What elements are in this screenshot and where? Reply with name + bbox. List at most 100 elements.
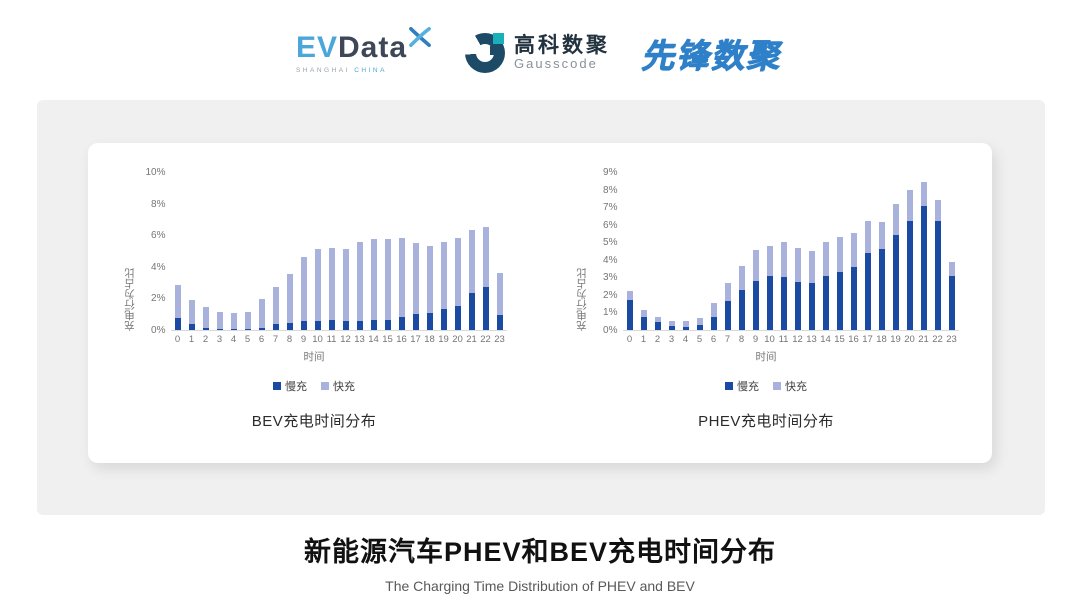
stacked-bar [920, 181, 927, 330]
x-tick-label: 23 [946, 334, 957, 345]
page-subtitle: The Charging Time Distribution of PHEV a… [385, 578, 695, 594]
bar-slot [409, 243, 423, 330]
fast-segment [412, 243, 419, 315]
fast-segment [468, 230, 475, 293]
x-tick-label: 14 [368, 334, 379, 345]
x-tick-label: 3 [668, 334, 675, 345]
slow-segment [878, 249, 885, 330]
phev-plot-area: 0 1 2 3 4 5 6 7 8 9 10 11 12 13 14 15 16 17 18 19 20 21 22 23 [622, 173, 959, 345]
stacked-bar [864, 221, 871, 330]
stacked-bar [482, 227, 489, 330]
fast-segment [426, 246, 433, 313]
slow-segment [934, 221, 941, 330]
x-tick-label: 6 [710, 334, 717, 345]
y-tick-label: 0% [603, 325, 618, 336]
bar-slot [623, 291, 637, 330]
slow-segment [724, 301, 731, 330]
phev-chart-title: PHEV充电时间分布 [698, 413, 834, 430]
stacked-bar [696, 317, 703, 330]
logo-row: EV Data SHANGHAI CHINA 高科数聚 Gausscode 先锋数… [0, 18, 1080, 88]
chart-bev: 充电行为占比 0% 2% 4% 6% 8% 10% 0 1 2 3 4 5 6 7 8 9 10 11 12 13 1… [113, 167, 515, 431]
fast-segment [272, 286, 279, 325]
stacked-bar [780, 242, 787, 330]
x-tick-label: 9 [300, 334, 307, 345]
bev-plot-area: 0 1 2 3 4 5 6 7 8 9 10 11 12 13 14 15 16 17 18 19 20 21 22 23 [170, 173, 507, 345]
bar-slot [255, 299, 269, 330]
fast-segment [384, 239, 391, 320]
chart-phev: 充电行为占比 0% 1% 2% 3% 4% 5% 6% 7% 8% 9% 0 1 2 3 4 5 6 7 8 9 10… [565, 167, 967, 431]
phev-legend-slow-label: 慢充 [737, 381, 759, 393]
charts-row: 充电行为占比 0% 2% 4% 6% 8% 10% 0 1 2 3 4 5 6 7 8 9 10 11 12 13 1… [88, 143, 992, 431]
slow-segment [286, 322, 293, 330]
slow-segment [384, 319, 391, 330]
slow-segment [272, 324, 279, 330]
x-tick-label: 22 [932, 334, 943, 345]
slow-segment [640, 316, 647, 330]
slow-segment [906, 221, 913, 330]
y-tick-label: 6% [603, 219, 618, 231]
x-tick-label: 11 [326, 334, 337, 345]
slow-segment [370, 319, 377, 330]
stacked-bar [836, 236, 843, 330]
bar-slot [311, 249, 325, 330]
fast-segment [202, 307, 209, 328]
slow-segment [654, 321, 661, 330]
gausscode-logo: 高科数聚 Gausscode [465, 33, 610, 73]
bar-slot [679, 321, 693, 330]
gausscode-text: 高科数聚 Gausscode [514, 35, 610, 71]
x-tick-label: 7 [724, 334, 731, 345]
bev-x-labels: 0 1 2 3 4 5 6 7 8 9 10 11 12 13 14 15 16 17 18 19 20 21 22 23 [171, 334, 507, 345]
stacked-bar [468, 230, 475, 330]
y-tick-label: 8% [151, 198, 166, 210]
y-tick-label: 3% [603, 272, 618, 284]
slow-swatch-icon [725, 382, 733, 390]
bar-slot [665, 321, 679, 330]
bar-slot [945, 262, 959, 330]
stacked-bar [188, 300, 195, 330]
bar-slot [479, 227, 493, 330]
x-tick-label: 5 [244, 334, 251, 345]
stacked-bar [738, 265, 745, 330]
phev-plot-wrap: 充电行为占比 0% 1% 2% 3% 4% 5% 6% 7% 8% 9% 0 1 2 3 4 5 6 7 8 9 10… [574, 167, 959, 345]
slow-segment [398, 316, 405, 330]
x-tick-label: 10 [312, 334, 323, 345]
bar-slot [833, 236, 847, 330]
bar-slot [875, 222, 889, 330]
fast-segment [794, 248, 801, 282]
bar-slot [241, 312, 255, 330]
evdata-china: CHINA [354, 66, 387, 74]
bev-legend-slow: 慢充 [273, 378, 307, 394]
fast-segment [258, 299, 265, 328]
fast-segment [906, 190, 913, 222]
y-tick-label: 7% [603, 202, 618, 214]
x-tick-label: 13 [806, 334, 817, 345]
fast-segment [654, 316, 661, 322]
x-tick-label: 20 [452, 334, 463, 345]
x-tick-label: 15 [834, 334, 845, 345]
fast-swatch-icon [321, 382, 329, 390]
x-tick-label: 16 [396, 334, 407, 345]
bev-legend-fast: 快充 [321, 378, 355, 394]
bev-legend: 慢充 快充 [273, 378, 355, 394]
phev-y-ticks: 0% 1% 2% 3% 4% 5% 6% 7% 8% 9% [591, 167, 623, 336]
fast-segment [850, 232, 857, 267]
slow-segment [850, 266, 857, 330]
phev-x-axis-title: 时间 [755, 351, 777, 363]
stacked-bar [752, 250, 759, 330]
x-tick-label: 19 [890, 334, 901, 345]
fast-segment [948, 262, 955, 277]
bev-legend-slow-label: 慢充 [285, 381, 307, 393]
fast-segment [286, 273, 293, 323]
x-tick-label: 18 [876, 334, 887, 345]
evdata-shanghai: SHANGHAI [295, 66, 350, 74]
y-tick-label: 1% [603, 307, 618, 319]
bar-slot [889, 204, 903, 330]
x-tick-label: 4 [682, 334, 689, 345]
slow-segment [766, 276, 773, 330]
slow-segment [668, 325, 675, 330]
slow-segment [314, 320, 321, 330]
slow-segment [244, 328, 251, 330]
slow-segment [328, 320, 335, 330]
bar-slot [213, 312, 227, 330]
bar-slot [791, 248, 805, 330]
